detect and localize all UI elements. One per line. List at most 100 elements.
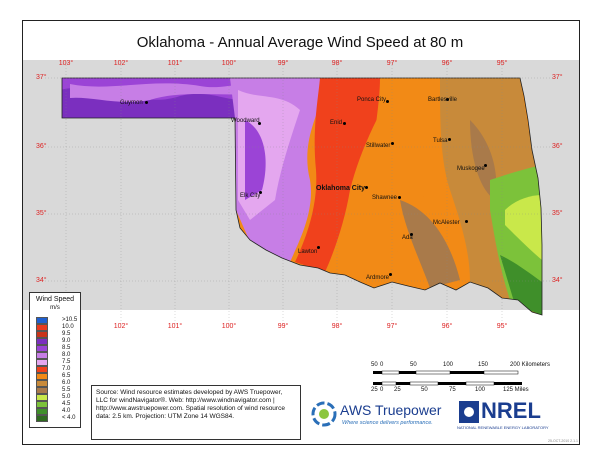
legend-swatch — [36, 394, 48, 401]
legend-label: < 4.0 — [62, 415, 76, 421]
lon-label: 102° — [113, 60, 129, 67]
legend-entry: 9.5 — [36, 331, 80, 338]
legend-swatch — [36, 338, 48, 345]
scale-bar — [373, 370, 522, 386]
city-label: Lawton — [298, 249, 318, 255]
map-title: Oklahoma - Annual Average Wind Speed at … — [136, 34, 464, 51]
source-line: Source: Wind resource estimates develope… — [96, 389, 283, 396]
legend-entry: 10.0 — [36, 324, 80, 331]
lon-label: 100° — [221, 60, 237, 67]
lon-label: 99° — [277, 323, 289, 330]
city-marker — [446, 98, 449, 101]
lat-label: 37° — [552, 74, 563, 81]
legend-label: 5.5 — [62, 387, 71, 393]
legend-entry: < 4.0 — [36, 415, 80, 422]
source-line: LLC for windNavigator®. Web: http://www.… — [96, 397, 275, 404]
lon-label: 101° — [167, 323, 183, 330]
legend-label: 4.5 — [62, 401, 71, 407]
legend-swatch — [36, 331, 48, 338]
legend-entry: 4.0 — [36, 408, 80, 415]
nrel-sun-icon — [459, 401, 479, 423]
city-label: Ada — [402, 235, 413, 241]
legend-label: 8.5 — [62, 345, 71, 351]
legend-entry: >10.5 — [36, 317, 80, 324]
city-label: Tulsa — [433, 138, 448, 144]
legend-label: 9.5 — [62, 331, 71, 337]
aws-swirl-icon — [311, 401, 337, 427]
legend-title: Wind Speed — [35, 296, 75, 303]
legend-label: 6.5 — [62, 373, 71, 379]
legend-label: >10.5 — [62, 317, 78, 323]
lon-label: 95° — [496, 323, 508, 330]
lat-label: 36° — [36, 143, 47, 150]
legend-unit: m/s — [50, 305, 60, 311]
scale-mi-tick: 0 — [380, 387, 384, 393]
city-marker — [386, 100, 389, 103]
city-label: Ardmore — [366, 275, 390, 281]
legend-label: 6.0 — [62, 380, 71, 386]
legend-label: 9.0 — [62, 338, 71, 344]
city-marker — [398, 196, 401, 199]
scale-km-tick: 0 — [380, 362, 384, 368]
scale-km-tick: 50 — [410, 362, 417, 368]
lat-label: 34° — [552, 277, 563, 284]
lat-label: 35° — [36, 210, 47, 217]
legend-entry: 5.5 — [36, 387, 80, 394]
graticule — [45, 62, 555, 325]
source-line: data: 2.5 km. Projection: UTM Zone 14 WG… — [96, 413, 235, 420]
nrel-logo-tagline: NATIONAL RENEWABLE ENERGY LABORATORY — [457, 425, 549, 430]
legend-swatch — [36, 366, 48, 373]
legend-label: 5.0 — [62, 394, 71, 400]
scale-km-tick: 150 — [478, 362, 489, 368]
legend-label: 7.0 — [62, 366, 71, 372]
wind-speed-legend: Wind Speed m/s >10.5 10.0 9.5 9.0 8.5 8.0 7.5 7… — [29, 292, 81, 428]
source-line: http://www.awstruepower.com. Spatial res… — [96, 405, 285, 412]
city-marker — [343, 122, 346, 125]
lon-label: 103° — [58, 60, 74, 67]
city-label: Muskogee — [457, 166, 485, 172]
city-marker — [389, 273, 392, 276]
legend-entry: 8.5 — [36, 345, 80, 352]
legend-label: 7.5 — [62, 359, 71, 365]
state-border — [61, 77, 543, 316]
lon-label: 98° — [331, 60, 343, 67]
legend-swatch — [36, 324, 48, 331]
lat-label: 34° — [36, 277, 47, 284]
scale-mi-tick: 25 — [371, 387, 378, 393]
legend-label: 8.0 — [62, 352, 71, 358]
legend-label: 10.0 — [62, 324, 74, 330]
lon-label: 99° — [277, 60, 289, 67]
scale-mi-tick: 25 — [394, 387, 401, 393]
source-note: Source: Wind resource estimates develope… — [91, 385, 301, 440]
lon-label: 98° — [331, 323, 343, 330]
nrel-logo-name: NREL — [481, 398, 541, 423]
legend-swatch — [36, 380, 48, 387]
city-marker — [410, 233, 413, 236]
nrel-logo: NREL NATIONAL RENEWABLE ENERGY LABORATOR… — [455, 396, 573, 436]
city-label: Enid — [330, 120, 343, 126]
city-label: Woodward — [231, 118, 260, 124]
lat-label: 37° — [36, 74, 47, 81]
legend-swatch — [36, 359, 48, 366]
lon-label: 96° — [441, 60, 453, 67]
aws-truepower-logo: AWS Truepower Where science delivers per… — [310, 398, 450, 430]
city-label: Guymon — [120, 100, 143, 106]
city-marker — [317, 246, 320, 249]
legend-entry: 4.5 — [36, 401, 80, 408]
city-marker — [484, 164, 487, 167]
city-label: Ponca City — [357, 97, 387, 103]
city-label: Elk City — [240, 193, 261, 199]
legend-entry: 7.0 — [36, 366, 80, 373]
legend-swatch — [36, 345, 48, 352]
lon-label: 95° — [496, 60, 508, 67]
legend-swatch — [36, 387, 48, 394]
legend-swatch — [36, 408, 48, 415]
city-marker — [258, 122, 261, 125]
aws-logo-tagline: Where science delivers performance. — [342, 420, 433, 426]
city-marker — [259, 191, 262, 194]
lat-label: 35° — [552, 210, 563, 217]
lat-label: 36° — [552, 143, 563, 150]
city-marker — [448, 138, 451, 141]
